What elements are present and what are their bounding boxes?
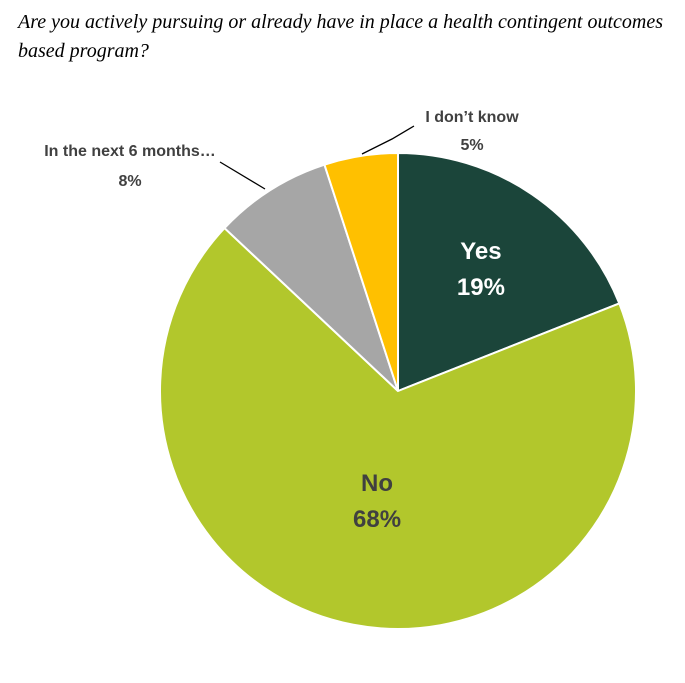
- slice-value-i-don-t-know: 5%: [460, 137, 483, 154]
- slice-value-no: 68%: [353, 506, 401, 533]
- slice-label-yes: Yes: [460, 238, 501, 265]
- slice-label-in-the-next-6-months: In the next 6 months…: [44, 143, 216, 160]
- pie-slice-yes: [397, 151, 621, 393]
- leader-line-i-don-t-know: [361, 125, 415, 155]
- slice-label-no: No: [361, 470, 393, 497]
- pie-slice-i-don-t-know: [323, 151, 399, 392]
- slice-labels: Yes 19% No 68% In the next 6 months… 8% I don’…: [44, 109, 519, 533]
- slice-value-yes: 19%: [457, 274, 505, 301]
- pie-slice-no: [159, 226, 638, 630]
- chart-title: Are you actively pursuing or already hav…: [18, 11, 664, 62]
- pie-slice-in-the-next-6-months: [223, 163, 399, 392]
- slice-value-in-the-next-6-months: 8%: [118, 173, 141, 190]
- pie-slices: [159, 151, 638, 630]
- leader-line-in-the-next-6-months: [219, 161, 266, 190]
- slice-label-i-don-t-know: I don’t know: [425, 109, 519, 126]
- leader-lines: [219, 125, 415, 190]
